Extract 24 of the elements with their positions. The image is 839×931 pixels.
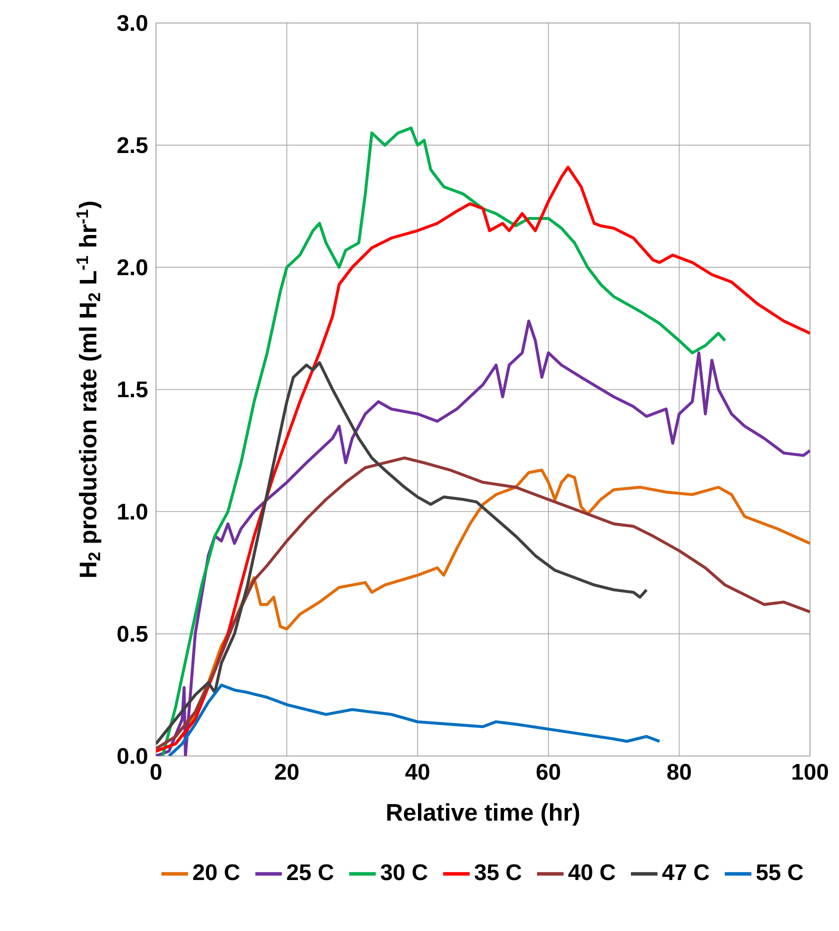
y-tick-label: 1.0 bbox=[118, 504, 148, 520]
legend-label: 47 C bbox=[662, 864, 710, 880]
y-tick-label: 1.5 bbox=[118, 382, 148, 398]
y-tick-label: 3.0 bbox=[117, 14, 148, 32]
x-tick-label: 80 bbox=[667, 764, 691, 780]
x-tick-label: 40 bbox=[405, 764, 430, 780]
text: H$_{2}$ production rate (ml H$_{2}$ L$^{-1}$ hr$^{-1}$) bbox=[76, 202, 102, 577]
x-tick-label: 100 bbox=[792, 764, 828, 780]
legend-label: 20 C bbox=[193, 864, 240, 880]
legend-label: 30 C bbox=[380, 864, 428, 880]
y-tick-label: 0.5 bbox=[118, 626, 148, 642]
legend-label: 55 C bbox=[756, 864, 804, 880]
line-series bbox=[156, 166, 810, 753]
legend-label: 25 C bbox=[287, 864, 334, 880]
x-tick-label: 0 bbox=[150, 764, 162, 780]
legend-label: 35 C bbox=[474, 864, 522, 880]
legend-label: 40 C bbox=[568, 864, 616, 880]
x-axis-title: Relative time (hr) bbox=[387, 803, 580, 826]
y-tick-label: 2.0 bbox=[117, 259, 148, 276]
x-tick-label: 60 bbox=[536, 764, 560, 780]
y-tick-label: 0.0 bbox=[118, 748, 148, 764]
y-tick-label: 2.5 bbox=[117, 137, 148, 154]
x-tick-label: 20 bbox=[274, 764, 298, 780]
line-series bbox=[156, 320, 810, 756]
